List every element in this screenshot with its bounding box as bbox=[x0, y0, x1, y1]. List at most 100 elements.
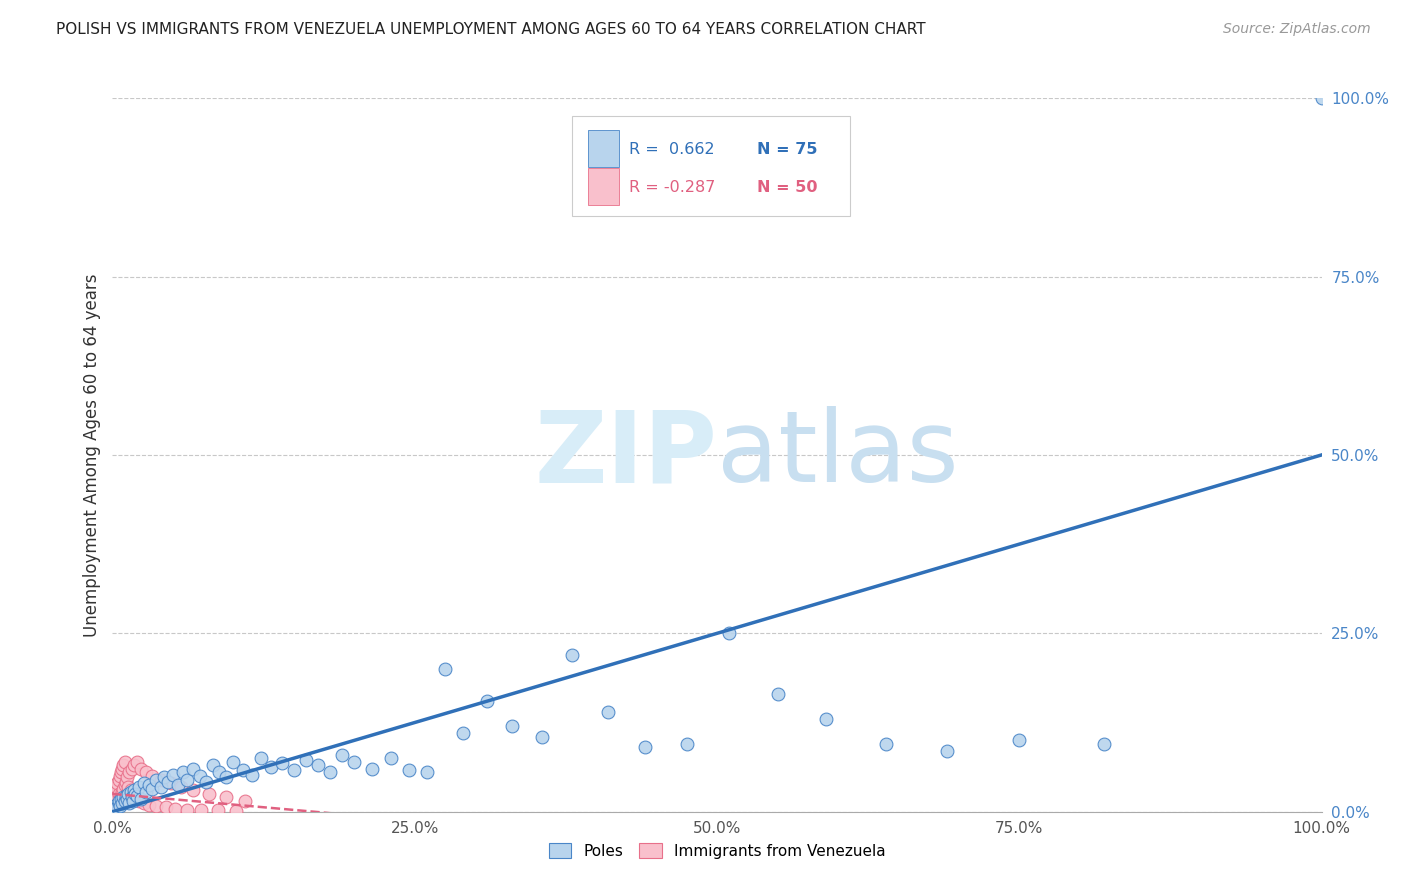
Point bbox=[103, 796, 125, 810]
Point bbox=[122, 783, 145, 797]
Point bbox=[110, 765, 132, 780]
Point bbox=[112, 790, 135, 805]
Legend: Poles, Immigrants from Venezuela: Poles, Immigrants from Venezuela bbox=[543, 837, 891, 864]
Point bbox=[108, 799, 131, 814]
Point bbox=[675, 737, 697, 751]
Point bbox=[165, 802, 187, 816]
Point bbox=[104, 783, 127, 797]
Point bbox=[434, 662, 457, 676]
Point bbox=[215, 790, 238, 805]
Point bbox=[141, 781, 163, 796]
Point bbox=[935, 744, 957, 758]
Point bbox=[124, 787, 146, 801]
Point bbox=[131, 762, 153, 776]
Point bbox=[118, 796, 141, 810]
Text: atlas: atlas bbox=[717, 407, 959, 503]
Text: N = 50: N = 50 bbox=[756, 180, 817, 194]
Point bbox=[115, 771, 138, 785]
Point bbox=[1008, 733, 1031, 747]
Point bbox=[718, 626, 741, 640]
Point bbox=[875, 737, 897, 751]
Point bbox=[112, 781, 135, 796]
Point bbox=[122, 758, 145, 772]
Point bbox=[105, 790, 128, 805]
Point bbox=[107, 796, 129, 810]
Point bbox=[155, 800, 177, 814]
Point bbox=[149, 780, 172, 794]
Point bbox=[105, 780, 128, 794]
Point bbox=[107, 772, 129, 787]
FancyBboxPatch shape bbox=[588, 168, 619, 205]
Point bbox=[114, 778, 136, 792]
Point bbox=[108, 792, 131, 806]
Point bbox=[120, 783, 142, 797]
Point bbox=[343, 755, 366, 769]
Point bbox=[138, 778, 160, 792]
Point bbox=[157, 774, 180, 789]
Point bbox=[766, 687, 789, 701]
Point bbox=[451, 726, 474, 740]
Point bbox=[159, 776, 181, 790]
Point bbox=[112, 758, 135, 772]
Point bbox=[118, 765, 141, 780]
Point bbox=[110, 792, 132, 806]
Point bbox=[149, 772, 172, 787]
Point bbox=[111, 785, 134, 799]
Point bbox=[416, 765, 439, 780]
Point bbox=[188, 769, 211, 783]
Point bbox=[172, 765, 194, 780]
Point bbox=[145, 772, 167, 787]
Point bbox=[105, 794, 128, 808]
Point bbox=[153, 771, 176, 785]
Point bbox=[183, 762, 205, 776]
Point bbox=[814, 712, 837, 726]
Point bbox=[232, 764, 254, 778]
Point bbox=[633, 740, 655, 755]
Point bbox=[201, 758, 224, 772]
Point bbox=[120, 785, 142, 799]
Point bbox=[283, 764, 305, 778]
Point bbox=[250, 751, 273, 765]
Point bbox=[215, 771, 238, 785]
Point bbox=[170, 780, 193, 794]
Point bbox=[207, 803, 229, 817]
Point bbox=[260, 760, 283, 774]
Point bbox=[198, 787, 221, 801]
Point bbox=[128, 794, 150, 808]
Point bbox=[225, 804, 247, 818]
Point bbox=[501, 719, 523, 733]
Point bbox=[111, 796, 134, 810]
Point bbox=[361, 762, 384, 776]
Point bbox=[162, 767, 184, 781]
Point bbox=[132, 796, 155, 810]
Point bbox=[222, 755, 245, 769]
Point bbox=[132, 776, 155, 790]
Point bbox=[107, 794, 129, 808]
Point bbox=[270, 756, 292, 771]
Point bbox=[105, 776, 128, 790]
Point bbox=[122, 787, 145, 801]
Point bbox=[561, 648, 583, 662]
Point bbox=[111, 762, 134, 776]
Point bbox=[176, 772, 198, 787]
Point bbox=[121, 790, 143, 805]
Point bbox=[121, 762, 143, 776]
Point bbox=[108, 769, 131, 783]
Point bbox=[122, 794, 145, 808]
FancyBboxPatch shape bbox=[588, 130, 619, 168]
Point bbox=[240, 767, 263, 781]
Point bbox=[131, 792, 153, 806]
Point bbox=[208, 765, 231, 780]
Text: R =  0.662: R = 0.662 bbox=[628, 142, 714, 157]
Point bbox=[1092, 737, 1115, 751]
Text: Source: ZipAtlas.com: Source: ZipAtlas.com bbox=[1223, 22, 1371, 37]
Point bbox=[166, 778, 188, 792]
Point bbox=[380, 751, 402, 765]
Point bbox=[307, 758, 329, 772]
FancyBboxPatch shape bbox=[572, 116, 851, 216]
Point bbox=[117, 780, 139, 794]
Point bbox=[183, 783, 205, 797]
Text: R = -0.287: R = -0.287 bbox=[628, 180, 716, 194]
Point bbox=[114, 774, 136, 789]
Text: N = 75: N = 75 bbox=[756, 142, 817, 157]
